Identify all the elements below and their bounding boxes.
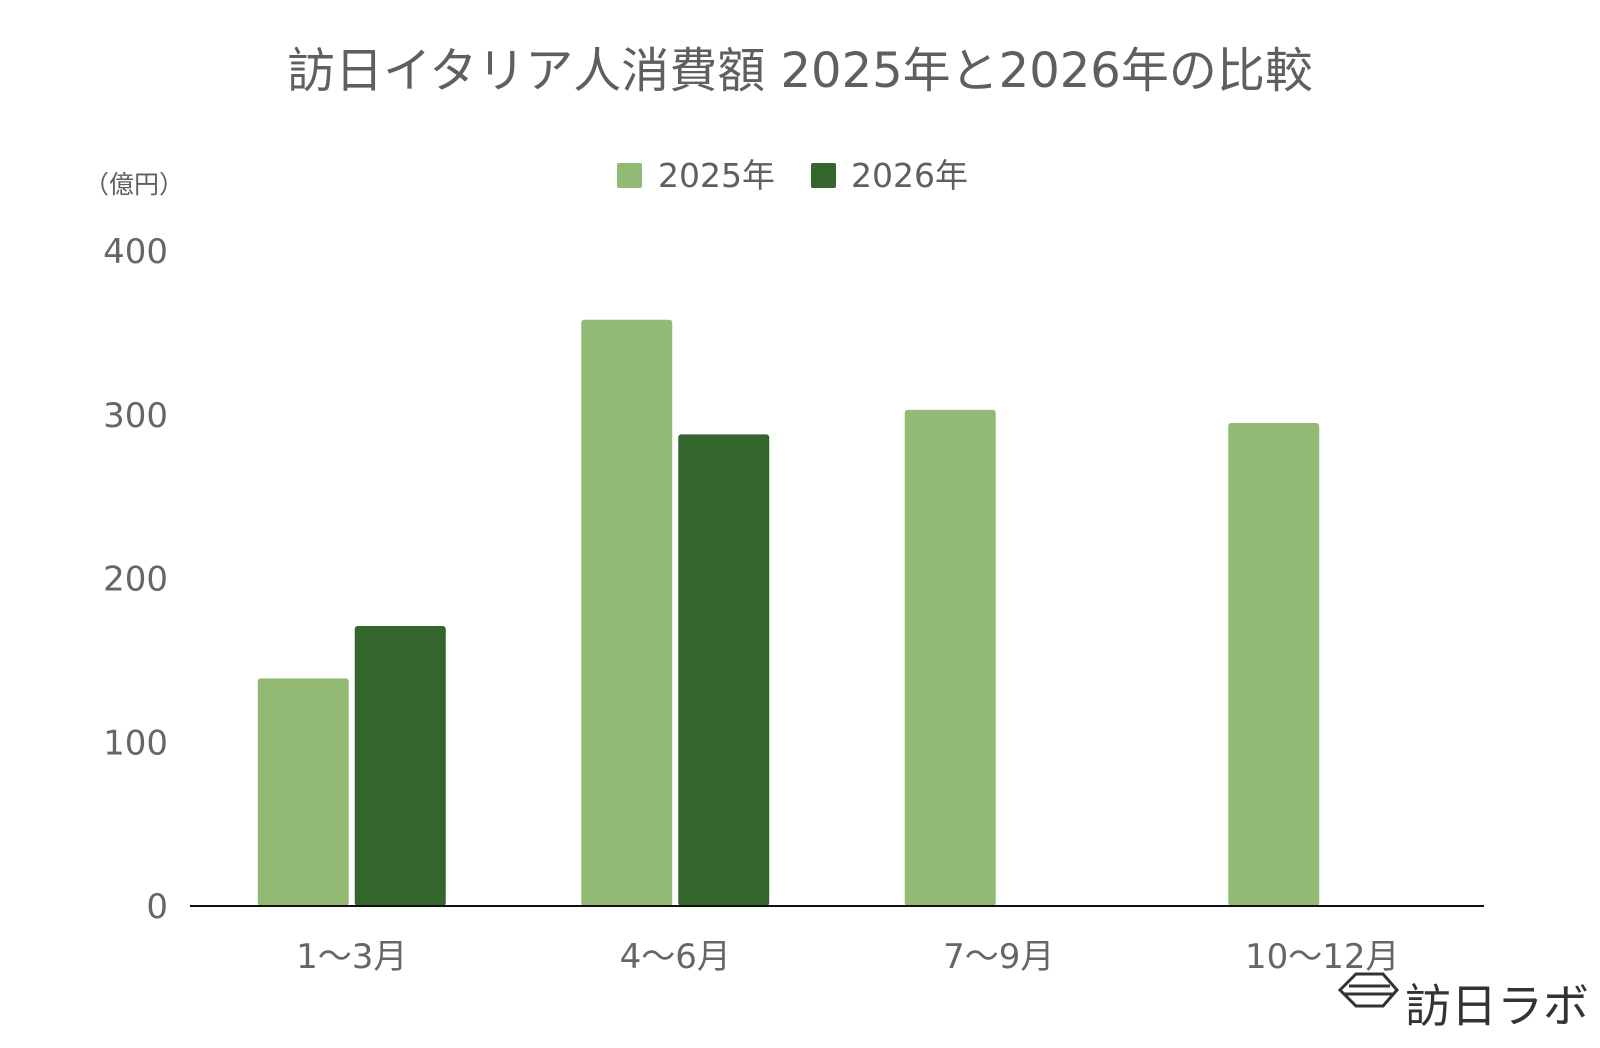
- bar-2026年-4～6月: [678, 434, 770, 906]
- bar-2025年-1～3月: [257, 678, 349, 906]
- legend-swatch-2025: [617, 163, 642, 188]
- y-tick-label: 200: [103, 560, 168, 600]
- x-tick-label: 10～12月: [1245, 937, 1400, 977]
- chart-title: 訪日イタリア人消費額 2025年と2026年の比較: [287, 43, 1313, 99]
- y-axis-unit-label: （億円）: [84, 170, 184, 199]
- y-tick-label: 100: [103, 723, 168, 763]
- bar-2025年-4～6月: [581, 319, 673, 906]
- x-tick-label: 7～9月: [943, 937, 1054, 977]
- legend-label-2025: 2025年: [658, 156, 775, 195]
- brand-logo: 訪日ラボ: [1337, 972, 1589, 1033]
- y-tick-label: 0: [146, 887, 168, 927]
- bar-2025年-7～9月: [904, 409, 996, 906]
- bar-2026年-1～3月: [354, 625, 446, 906]
- bar-2025年-10～12月: [1228, 422, 1320, 906]
- y-tick-label: 400: [103, 232, 168, 272]
- bars: [257, 319, 1320, 906]
- brand-name: 訪日ラボ: [1405, 979, 1589, 1033]
- legend-label-2026: 2026年: [851, 156, 968, 195]
- legend: 2025年 2026年: [617, 156, 968, 195]
- legend-swatch-2026: [811, 163, 836, 188]
- hexagon-logo-icon: [1337, 972, 1399, 1008]
- x-tick-label: 1～3月: [296, 937, 407, 977]
- y-axis-ticks: 0 100 200 300 400: [103, 232, 168, 927]
- x-tick-label: 4～6月: [620, 937, 731, 977]
- x-axis-ticks: 1～3月 4～6月 7～9月 10～12月: [296, 937, 1399, 977]
- y-tick-label: 300: [103, 396, 168, 436]
